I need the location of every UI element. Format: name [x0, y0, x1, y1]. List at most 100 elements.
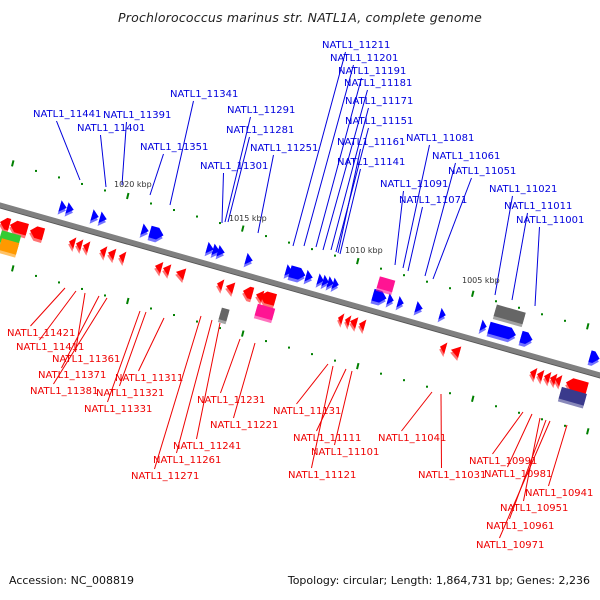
forward-gene-leader — [315, 77, 362, 248]
minor-tick — [518, 411, 520, 414]
reverse-gene-leader — [401, 391, 433, 432]
forward-gene-label: NATL1_11081 — [406, 133, 474, 144]
minor-tick — [150, 307, 152, 310]
minor-tick — [35, 274, 37, 277]
reverse-gene-arrow — [216, 279, 225, 294]
reverse-gene-arrow — [439, 342, 448, 357]
reverse-gene-leader — [61, 295, 100, 369]
minor-tick — [58, 281, 60, 284]
reverse-gene-label: NATL1_11311 — [115, 373, 183, 384]
major-tick — [11, 265, 15, 272]
scale-marker-label: 1005 kbp — [462, 276, 500, 285]
reverse-gene-leader — [220, 338, 241, 394]
forward-gene-arrow — [587, 350, 600, 366]
forward-gene-arrow — [89, 209, 99, 224]
forward-gene-label: NATL1_11281 — [226, 125, 294, 136]
reverse-gene-arrow-body — [243, 286, 255, 300]
minor-tick — [219, 222, 221, 225]
reverse-gene-leader — [107, 310, 141, 403]
minor-tick — [380, 267, 382, 270]
reverse-gene-leader — [507, 413, 533, 468]
forward-gene-arrow-body — [321, 274, 329, 287]
forward-gene-label: NATL1_11161 — [337, 137, 405, 148]
forward-gene-leader — [292, 51, 346, 247]
reverse-gene-arrow-body — [226, 282, 236, 294]
reverse-gene-label: NATL1_10991 — [469, 456, 537, 467]
forward-gene-leader — [121, 121, 127, 186]
reverse-gene-leader — [53, 297, 108, 385]
reverse-gene-arrow-body — [83, 241, 91, 253]
minor-tick — [196, 320, 198, 323]
reverse-gene-arrow-body — [544, 371, 552, 384]
forward-gene-arrow — [215, 244, 225, 260]
reverse-gene-arrow-body — [350, 317, 359, 329]
reverse-gene-leader — [119, 311, 147, 387]
reverse-gene-arrow-body — [440, 342, 448, 355]
forward-gene-label: NATL1_11191 — [338, 66, 406, 77]
scale-marker-label: 1020 kbp — [114, 180, 152, 189]
forward-gene-arrow — [210, 243, 220, 259]
reverse-gene-leader — [233, 342, 256, 419]
reverse-gene-arrow-body — [10, 220, 29, 236]
forward-gene-arrow-body — [316, 273, 324, 285]
minor-tick — [334, 254, 336, 257]
pink-feature-box — [253, 303, 276, 324]
forward-gene-arrow-body — [519, 330, 533, 345]
forward-gene-leader — [169, 100, 194, 206]
reverse-gene-arrow — [242, 286, 255, 303]
forward-gene-leader — [394, 190, 404, 266]
reverse-gene-label: NATL1_11371 — [38, 370, 106, 381]
forward-gene-label: NATL1_11301 — [200, 161, 268, 172]
genome-summary-text: Topology: circular; Length: 1,864,731 bp… — [287, 574, 590, 587]
minor-tick — [173, 209, 175, 212]
forward-gene-label: NATL1_11021 — [489, 184, 557, 195]
reverse-gene-leader — [296, 363, 329, 405]
reverse-gene-leader — [195, 322, 221, 440]
forward-gene-leader — [224, 116, 251, 223]
forward-gene-leader — [303, 64, 354, 247]
reverse-gene-arrow-body — [0, 217, 12, 231]
minor-tick — [403, 274, 405, 277]
reverse-gene-arrow — [536, 370, 545, 385]
reverse-gene-arrow — [118, 251, 127, 267]
forward-gene-arrow-body — [65, 202, 74, 214]
forward-gene-arrow-body — [479, 319, 487, 332]
forward-gene-label: NATL1_11181 — [344, 78, 412, 89]
forward-gene-arrow-body — [205, 241, 214, 254]
reverse-gene-label: NATL1_11041 — [378, 433, 446, 444]
reverse-gene-arrow-body — [345, 315, 352, 327]
forward-gene-arrow — [139, 223, 149, 238]
scale-markers: 1020 kbp 1015 kbp 1010 kbp 1005 kbp — [114, 180, 500, 285]
forward-gene-leader — [407, 206, 423, 272]
genome-title: Prochlorococcus marinus str. NATL1A, com… — [118, 10, 482, 25]
minor-tick — [288, 346, 290, 349]
reverse-gene-leader — [509, 419, 547, 520]
minor-tick — [311, 248, 313, 251]
reverse-gene-leader — [310, 365, 334, 469]
reverse-gene-arrow-body — [217, 279, 225, 291]
forward-gene-arrow-body — [326, 276, 334, 288]
reverse-gene-arrow-body — [550, 373, 558, 386]
reverse-gene-label: NATL1_10951 — [500, 503, 568, 514]
forward-gene-arrow-body — [414, 301, 423, 313]
minor-tick — [173, 314, 175, 317]
reverse-gene-arrow — [225, 282, 236, 297]
reverse-gene-arrow — [554, 375, 563, 390]
gray-feature-box — [492, 304, 526, 328]
reverse-gene-arrow — [154, 262, 164, 277]
reverse-gene-arrow-body — [260, 291, 278, 306]
minor-tick — [541, 313, 543, 316]
reverse-gene-arrow-body — [176, 268, 187, 281]
forward-gene-label: NATL1_11291 — [227, 105, 295, 116]
minor-tick — [426, 280, 428, 283]
major-tick — [586, 428, 590, 435]
forward-gene-arrow — [64, 202, 74, 217]
reverse-gene-label: NATL1_11111 — [293, 433, 361, 444]
forward-gene-arrow-body — [396, 295, 404, 308]
reverse-gene-arrow — [107, 248, 117, 264]
minor-tick — [495, 405, 497, 408]
forward-gene-arrow — [385, 293, 394, 308]
minor-tick — [196, 215, 198, 218]
gene-features — [0, 200, 600, 409]
minor-tick — [334, 359, 336, 362]
